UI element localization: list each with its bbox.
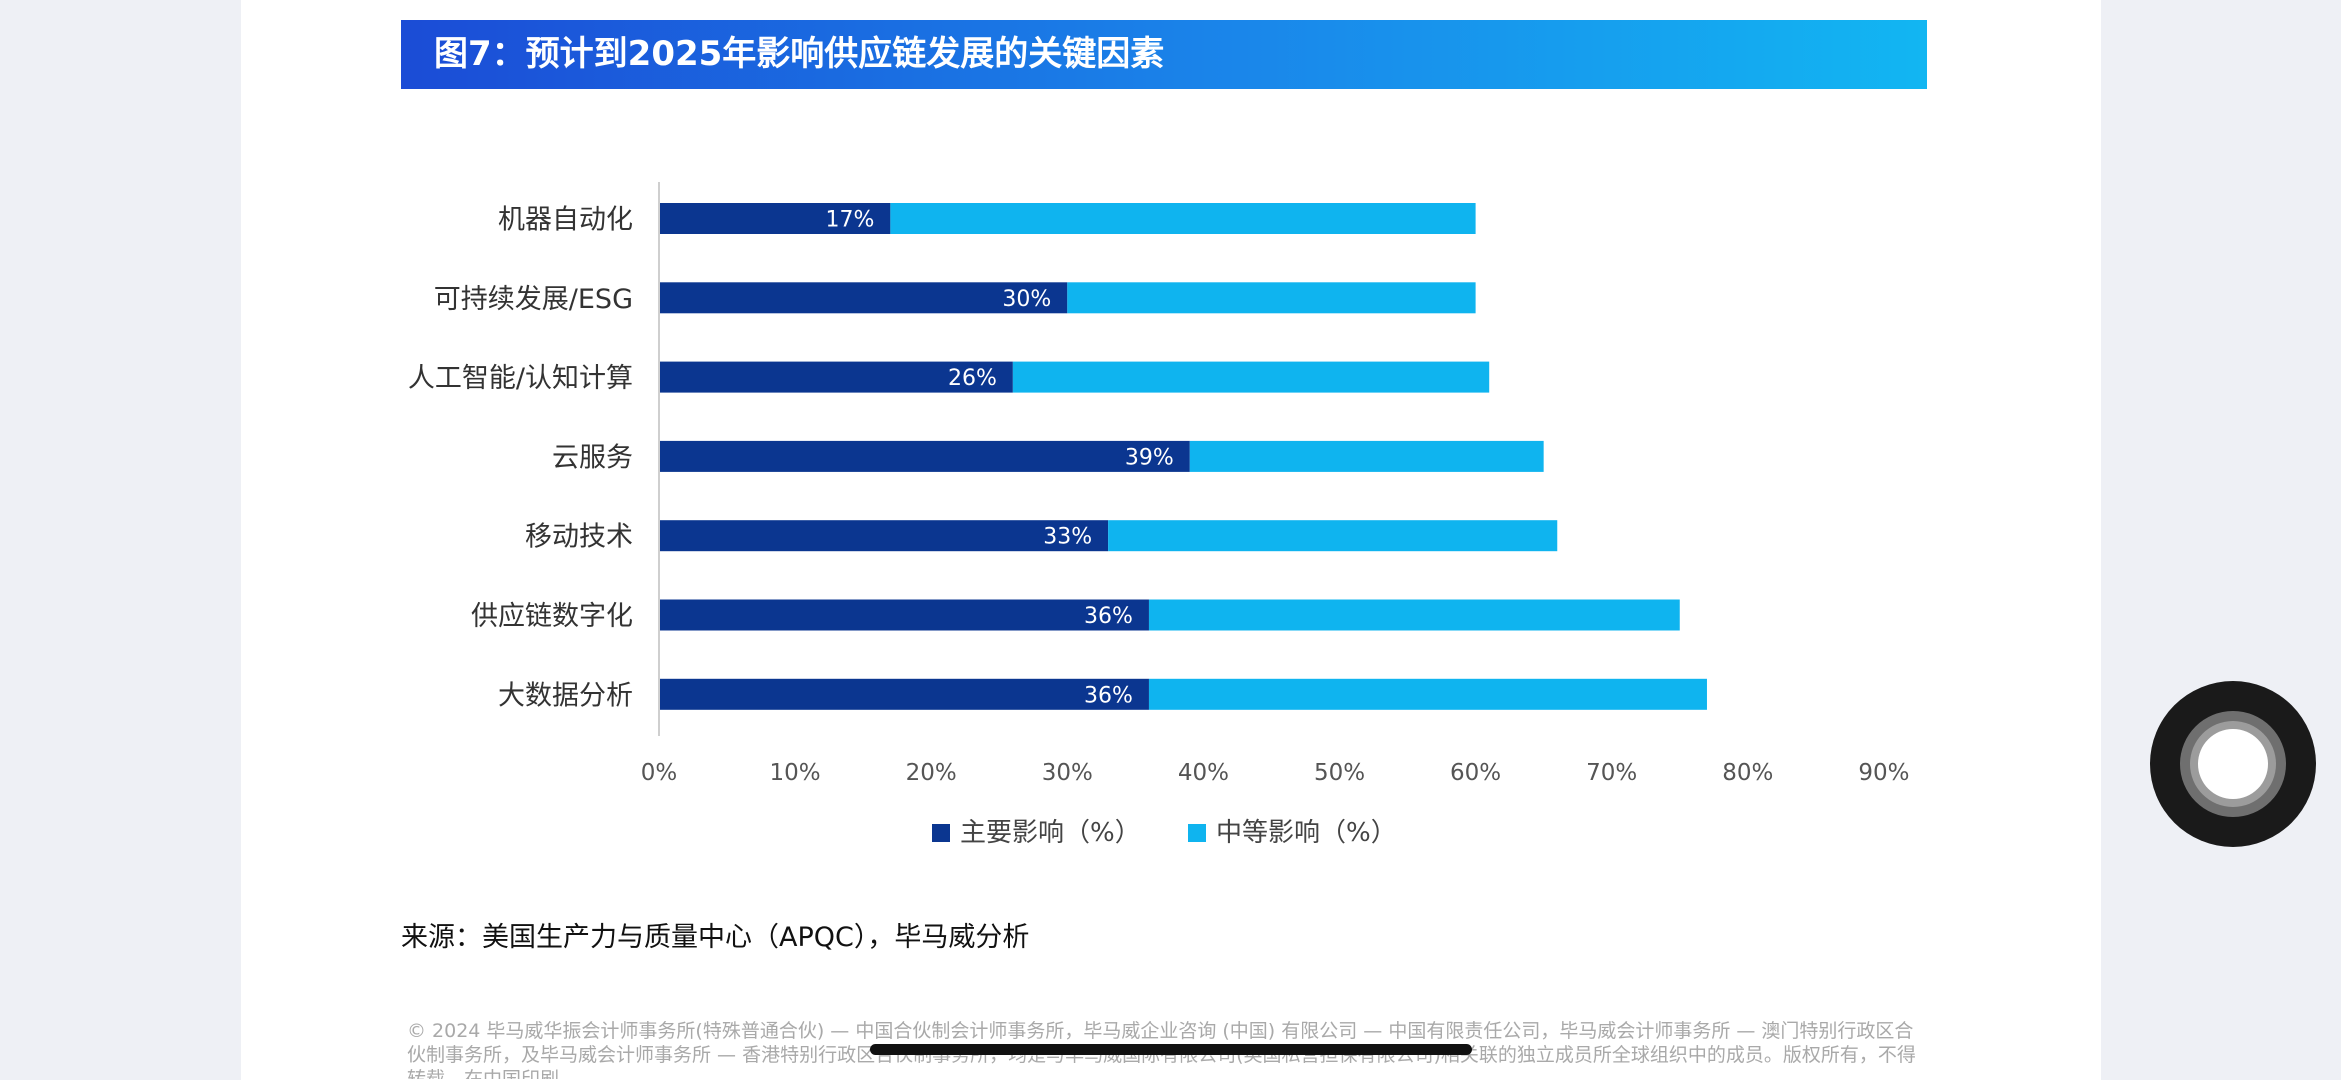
- x-tick-label: 20%: [906, 760, 957, 786]
- category-label: 人工智能/认知计算: [408, 363, 633, 394]
- legend: 主要影响（%） 中等影响（%）: [932, 818, 1397, 848]
- bar-major-1: [659, 282, 1068, 314]
- category-label: 云服务: [552, 442, 633, 473]
- bar-moderate-4: [1108, 520, 1558, 552]
- chart-title: 图7：预计到2025年影响供应链发展的关键因素: [434, 34, 1165, 74]
- bar-moderate-0: [890, 203, 1476, 234]
- x-tick-label: 0%: [641, 760, 678, 786]
- title-banner: 图7：预计到2025年影响供应链发展的关键因素: [401, 20, 1927, 89]
- floating-assistive-button[interactable]: [2150, 681, 2316, 847]
- x-tick-label: 10%: [770, 760, 821, 786]
- data-label: 26%: [948, 366, 997, 391]
- category-label: 机器自动化: [498, 205, 633, 236]
- home-indicator[interactable]: [870, 1044, 1472, 1055]
- x-tick-label: 40%: [1178, 760, 1229, 786]
- x-tick-label: 60%: [1450, 760, 1501, 786]
- legend-swatch-major: [932, 824, 950, 842]
- bars-layer: [659, 203, 1707, 710]
- ticks-layer: 0% 10% 20% 30% 40% 50% 60% 70% 80% 90%: [641, 182, 1909, 786]
- bar-moderate-3: [1189, 440, 1544, 472]
- x-tick-label: 70%: [1586, 760, 1637, 786]
- labels-layer: 17% 机器自动化 30% 可持续发展/ESG 26% 人工智能/认知计算 39% 云服务 33…: [408, 205, 1174, 712]
- copyright-note: © 2024 毕马威华振会计师事务所(特殊普通合伙) — 中国合伙制会计师事务所…: [407, 1020, 1916, 1079]
- bar-moderate-2: [1012, 361, 1490, 393]
- bar-major-6: [659, 678, 1149, 710]
- category-label: 可持续发展/ESG: [434, 284, 633, 315]
- assistive-core-icon: [2198, 729, 2268, 799]
- data-label: 30%: [1002, 287, 1051, 312]
- source-note: 来源：美国生产力与质量中心（APQC），毕马威分析: [401, 922, 1030, 953]
- data-label: 17%: [825, 208, 874, 233]
- x-tick-label: 80%: [1722, 760, 1773, 786]
- data-label: 33%: [1043, 525, 1092, 550]
- data-label: 39%: [1125, 445, 1174, 470]
- bar-moderate-1: [1067, 282, 1476, 314]
- legend-label: 中等影响（%）: [1216, 818, 1397, 848]
- category-label: 供应链数字化: [471, 601, 633, 632]
- bar-major-2: [659, 361, 1013, 393]
- bar-major-4: [659, 520, 1109, 552]
- category-label: 大数据分析: [498, 680, 633, 711]
- data-label: 36%: [1084, 604, 1133, 629]
- bar-moderate-5: [1148, 599, 1680, 631]
- data-label: 36%: [1084, 683, 1133, 708]
- legend-swatch-moderate: [1188, 824, 1206, 842]
- bar-major-5: [659, 599, 1149, 631]
- bar-major-0: [659, 203, 891, 234]
- x-tick-label: 90%: [1858, 760, 1909, 786]
- x-tick-label: 50%: [1314, 760, 1365, 786]
- bar-major-3: [659, 440, 1190, 472]
- legend-label: 主要影响（%）: [960, 818, 1141, 848]
- bar-moderate-6: [1148, 678, 1707, 710]
- category-label: 移动技术: [525, 522, 633, 553]
- x-tick-label: 30%: [1042, 760, 1093, 786]
